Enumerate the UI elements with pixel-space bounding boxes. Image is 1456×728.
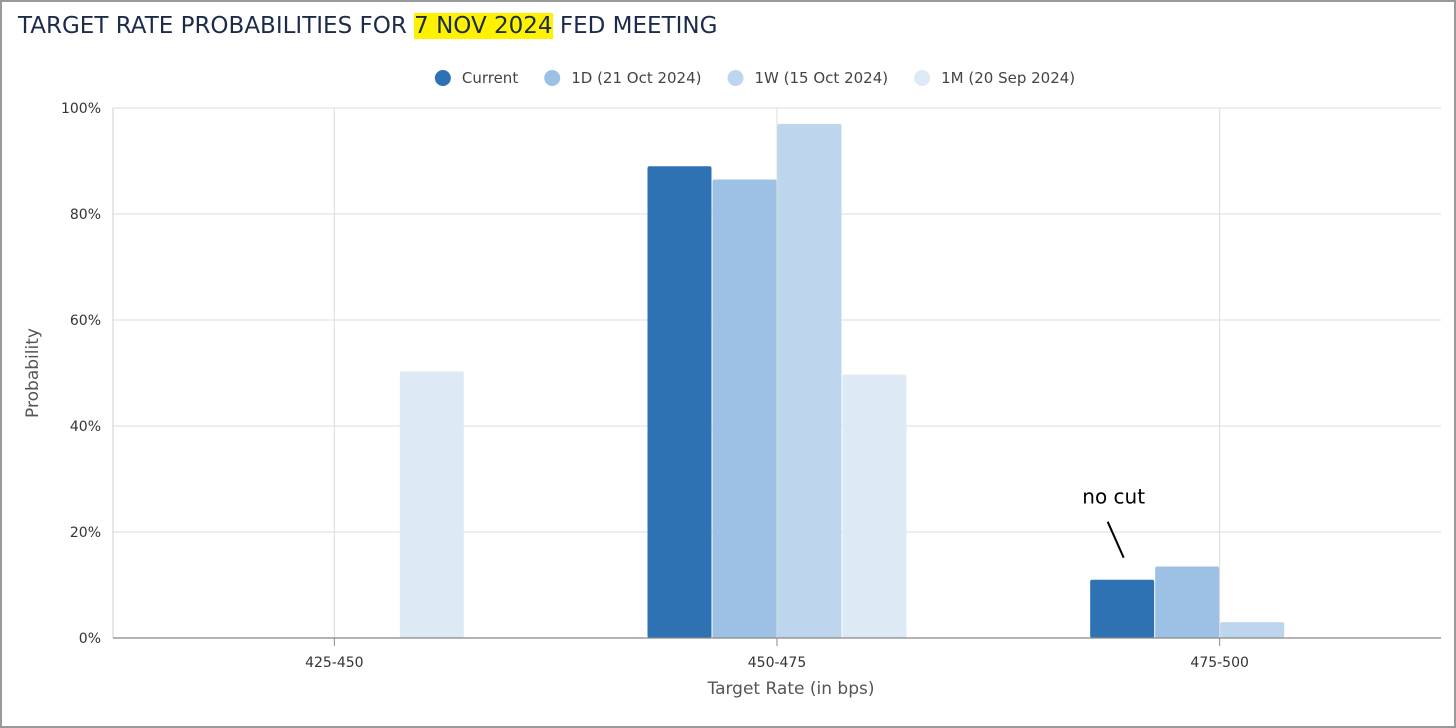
title-prefix: TARGET RATE PROBABILITIES FOR (18, 13, 415, 39)
y-tick-label: 40% (70, 419, 101, 435)
bar[interactable] (1090, 579, 1155, 638)
x-tick-label: 425-450 (305, 655, 364, 671)
y-axis-title: Probability (23, 328, 43, 418)
legend-swatch (727, 70, 744, 86)
bars (399, 123, 1285, 639)
bar[interactable] (712, 179, 777, 639)
bar[interactable] (842, 374, 907, 638)
x-tick-label: 475-500 (1190, 655, 1249, 671)
gridlines (113, 107, 1441, 639)
bar[interactable] (777, 123, 842, 638)
legend-label: 1D (21 Oct 2024) (571, 69, 701, 87)
bar[interactable] (1220, 622, 1285, 638)
annotation-label: no cut (1082, 485, 1145, 509)
bar[interactable] (647, 166, 712, 639)
legend-item[interactable]: 1D (21 Oct 2024) (544, 69, 702, 87)
legend-swatch (914, 70, 931, 86)
x-axis-title: Target Rate (in bps) (707, 679, 875, 699)
y-tick-label: 80% (70, 207, 101, 223)
y-tick-label: 0% (79, 631, 101, 647)
y-tick-label: 100% (61, 101, 101, 117)
legend-item[interactable]: 1W (15 Oct 2024) (727, 69, 889, 87)
chart-title: TARGET RATE PROBABILITIES FOR 7 NOV 2024… (18, 10, 717, 42)
title-suffix: FED MEETING (552, 13, 718, 39)
legend-label: 1W (15 Oct 2024) (755, 69, 889, 87)
title-date-highlight: 7 NOV 2024 (414, 13, 553, 39)
legend-item[interactable]: 1M (20 Sep 2024) (914, 69, 1075, 87)
y-tick-label: 60% (70, 313, 101, 329)
bar[interactable] (399, 371, 464, 638)
legend-item[interactable]: Current (434, 69, 518, 87)
legend[interactable]: Current 1D (21 Oct 2024) 1W (15 Oct 2024) 1… (434, 69, 1075, 87)
x-tick-label: 450-475 (748, 655, 807, 671)
legend-swatch (544, 70, 561, 86)
legend-swatch (434, 70, 451, 86)
bar[interactable] (1155, 566, 1220, 638)
y-tick-label: 20% (70, 525, 101, 541)
annotations: no cut (1082, 485, 1145, 559)
legend-label: 1M (20 Sep 2024) (941, 69, 1075, 87)
axes: 0% 20% 40% 60% 80% 100% 425-450 450-475 475-500 T… (23, 101, 1441, 699)
annotation-pointer (1106, 521, 1125, 559)
legend-label: Current (462, 69, 518, 87)
